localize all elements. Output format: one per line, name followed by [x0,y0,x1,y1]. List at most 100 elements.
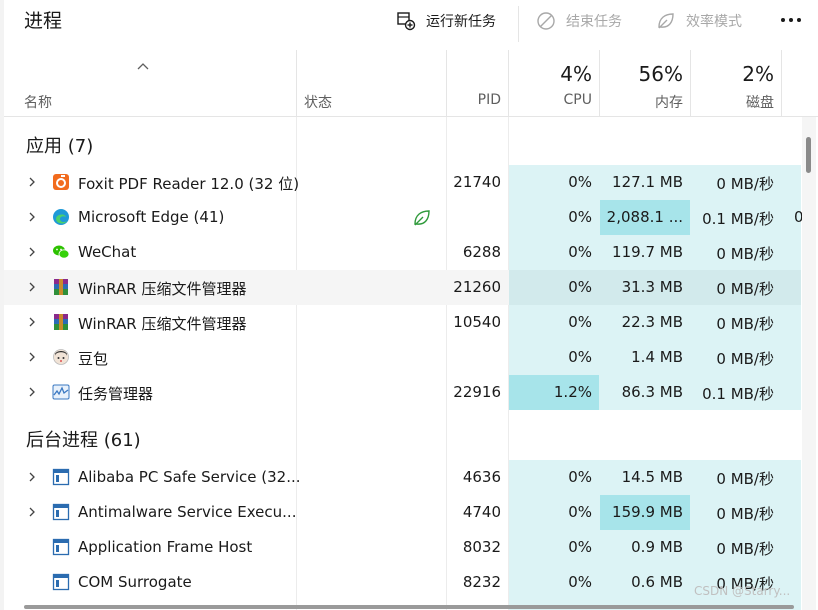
run-new-task-button[interactable]: 运行新任务 [396,10,496,32]
process-pid: 8232 [462,573,501,591]
process-cpu: 0% [568,503,592,521]
column-divider [446,50,447,116]
new-task-icon [396,11,416,31]
chevron-right-icon[interactable] [26,174,38,190]
process-pid: 8032 [462,538,501,556]
wechat-icon [53,245,70,259]
efficiency-mode-label: 效率模式 [686,14,742,30]
service-icon [52,538,70,556]
page-title: 进程 [24,10,63,32]
process-memory: 127.1 MB [612,173,683,191]
group-background-title: 后台进程 (61) [26,430,141,451]
memory-highlight [600,495,690,530]
column-header: 名称 状态 PID 4% CPU 56% 内存 2% 磁盘 [4,50,818,117]
process-cpu: 0% [568,468,592,486]
process-disk: 0 MB/秒 [716,175,774,193]
process-memory: 14.5 MB [621,468,683,486]
process-name: COM Surrogate [78,573,192,591]
efficiency-leaf-icon [414,210,430,226]
column-divider [296,50,297,116]
process-name: Antimalware Service Execu... [78,503,297,521]
efficiency-mode-button[interactable]: 效率模式 [656,10,742,32]
process-memory: 2,088.1 ... [606,208,683,226]
process-cpu: 1.2% [553,383,592,401]
service-icon [52,503,70,521]
process-row-task-manager[interactable]: 任务管理器 22916 1.2% 86.3 MB 0.1 MB/秒 [4,375,801,410]
chevron-right-icon[interactable] [26,349,38,365]
process-row-winrar[interactable]: WinRAR 压缩文件管理器 10540 0% 22.3 MB 0 MB/秒 [4,305,801,340]
process-cpu: 0% [568,348,592,366]
process-memory: 0.6 MB [631,573,683,591]
end-task-icon [536,11,556,31]
header-status[interactable]: 状态 [304,95,332,111]
process-row-alibaba-safe-service[interactable]: Alibaba PC Safe Service (32... 4636 0% 1… [4,460,801,495]
process-cpu: 0% [568,173,592,191]
service-icon [52,573,70,591]
process-network: 0 [794,208,804,226]
process-name: WinRAR 压缩文件管理器 [78,315,247,333]
header-name[interactable]: 名称 [24,95,52,111]
process-row-wechat[interactable]: WeChat 6288 0% 119.7 MB 0 MB/秒 [4,235,801,270]
process-name: Foxit PDF Reader 12.0 (32 位) [78,175,300,193]
process-disk: 0 MB/秒 [716,245,774,263]
winrar-icon [54,314,68,330]
more-dots-icon [781,18,801,22]
process-cpu: 0% [568,208,592,226]
header-disk[interactable]: 磁盘 [746,95,774,111]
process-memory: 31.3 MB [621,278,683,296]
process-row-doubao[interactable]: 豆包 0% 1.4 MB 0 MB/秒 [4,340,801,375]
column-line [446,117,447,610]
chevron-right-icon[interactable] [26,314,38,330]
more-options-button[interactable] [776,8,806,32]
header-pid[interactable]: PID [477,92,501,108]
sort-up-icon [136,56,150,75]
leaf-icon [656,11,676,31]
process-cpu: 0% [568,538,592,556]
taskmgr-icon [52,384,70,400]
process-list: 应用 (7) 后台进程 (61) Foxit PDF Reader 12.0 (… [4,117,818,610]
process-row-application-frame-host[interactable]: Application Frame Host 8032 0% 0.9 MB 0 … [4,530,801,565]
end-task-button[interactable]: 结束任务 [536,10,622,32]
process-row-com-surrogate[interactable]: COM Surrogate 8232 0% 0.6 MB 0 MB/秒 [4,565,801,600]
horizontal-scrollbar[interactable] [24,605,794,609]
header-memory[interactable]: 内存 [655,95,683,111]
column-divider [599,50,600,116]
process-cpu: 0% [568,278,592,296]
header-disk-percent: 2% [742,62,774,86]
process-row-edge[interactable]: Microsoft Edge (41) 0% 2,088.1 ... 0.1 M… [4,200,804,235]
process-disk: 0 MB/秒 [716,540,774,558]
chevron-right-icon[interactable] [26,244,38,260]
process-cpu: 0% [568,313,592,331]
process-name: WeChat [78,243,137,261]
cpu-highlight [509,375,599,410]
process-name: Alibaba PC Safe Service (32... [78,468,301,486]
process-memory: 1.4 MB [631,348,683,366]
process-name: Microsoft Edge (41) [78,208,225,226]
process-row-foxit[interactable]: Foxit PDF Reader 12.0 (32 位) 21740 0% 12… [4,165,801,200]
process-row-antimalware[interactable]: Antimalware Service Execu... 4740 0% 159… [4,495,801,530]
process-disk: 0 MB/秒 [716,315,774,333]
chevron-right-icon[interactable] [26,279,38,295]
process-pid: 22916 [453,383,501,401]
process-row-winrar[interactable]: WinRAR 压缩文件管理器 21260 0% 31.3 MB 0 MB/秒 [4,270,801,305]
process-cpu: 0% [568,573,592,591]
process-cpu: 0% [568,243,592,261]
scrollbar-thumb[interactable] [806,137,811,173]
process-name: Application Frame Host [78,538,253,556]
chevron-right-icon[interactable] [26,209,38,225]
column-divider [690,50,691,116]
watermark-text: CSDN @Starry... [694,584,791,598]
header-cpu[interactable]: CPU [563,92,592,108]
winrar-icon [54,279,68,295]
chevron-right-icon[interactable] [26,384,38,400]
process-disk: 0.1 MB/秒 [702,210,774,228]
process-disk: 0 MB/秒 [716,280,774,298]
vertical-scrollbar[interactable] [802,117,816,610]
process-pid: 21260 [453,278,501,296]
process-pid: 10540 [453,313,501,331]
process-memory: 86.3 MB [621,383,683,401]
process-disk: 0.1 MB/秒 [702,385,774,403]
chevron-right-icon[interactable] [26,469,38,485]
chevron-right-icon[interactable] [26,504,38,520]
header-cpu-percent: 4% [560,62,592,86]
